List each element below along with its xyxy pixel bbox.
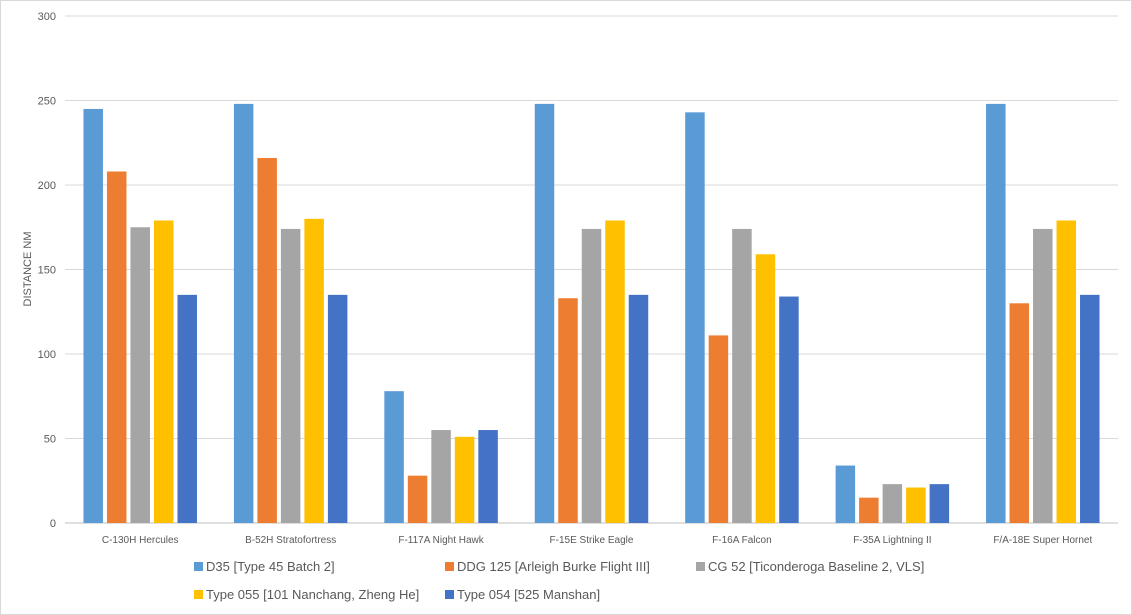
y-tick-label: 0 bbox=[50, 518, 56, 530]
bar bbox=[280, 228, 301, 523]
bar bbox=[534, 103, 555, 523]
bar bbox=[558, 298, 578, 523]
x-tick-label: C-130H Hercules bbox=[102, 535, 179, 546]
x-tick-label: F-16A Falcon bbox=[712, 535, 771, 546]
bar bbox=[177, 294, 197, 523]
legend-swatch bbox=[445, 590, 454, 599]
bar bbox=[986, 103, 1006, 523]
bar bbox=[685, 112, 705, 523]
bar bbox=[327, 294, 348, 523]
bar bbox=[859, 497, 879, 523]
bar bbox=[153, 220, 174, 524]
legend-label: D35 [Type 45 Batch 2] bbox=[206, 559, 335, 574]
legend-swatch bbox=[445, 562, 454, 571]
legend-swatch bbox=[194, 590, 203, 599]
bar bbox=[106, 171, 127, 524]
bar bbox=[708, 335, 729, 523]
bar bbox=[83, 108, 103, 523]
bar bbox=[929, 484, 950, 523]
bar bbox=[384, 391, 404, 523]
bar bbox=[431, 430, 451, 523]
legend-label: CG 52 [Ticonderoga Baseline 2, VLS] bbox=[708, 559, 924, 574]
bar bbox=[233, 103, 254, 523]
bar bbox=[755, 254, 776, 524]
bar bbox=[581, 228, 602, 523]
bar bbox=[732, 228, 752, 523]
bar bbox=[454, 436, 475, 523]
bar bbox=[605, 220, 625, 524]
bar bbox=[882, 484, 903, 523]
y-tick-label: 200 bbox=[38, 180, 56, 192]
y-tick-label: 250 bbox=[38, 96, 56, 108]
bar bbox=[1033, 228, 1053, 523]
y-tick-label: 150 bbox=[38, 265, 56, 277]
bar bbox=[304, 218, 324, 524]
legend-label: Type 054 [525 Manshan] bbox=[457, 587, 600, 602]
bar bbox=[628, 294, 649, 523]
bar bbox=[1056, 220, 1077, 524]
legend-label: DDG 125 [Arleigh Burke Flight III] bbox=[457, 559, 650, 574]
legend-swatch bbox=[194, 562, 203, 571]
bar bbox=[1080, 294, 1100, 523]
bar bbox=[130, 227, 150, 523]
y-axis-title: DISTANCE NM bbox=[22, 232, 34, 307]
legend-label: Type 055 [101 Nanchang, Zheng He] bbox=[206, 587, 419, 602]
legend-swatch bbox=[696, 562, 705, 571]
x-tick-label: F-35A Lightning II bbox=[853, 535, 931, 546]
bar bbox=[407, 475, 428, 523]
bar bbox=[1009, 303, 1030, 523]
y-tick-label: 100 bbox=[38, 349, 56, 361]
y-tick-label: 50 bbox=[44, 434, 56, 446]
x-tick-label: F/A-18E Super Hornet bbox=[993, 535, 1092, 546]
bar bbox=[478, 430, 498, 523]
bar bbox=[906, 487, 926, 523]
x-tick-label: F-15E Strike Eagle bbox=[550, 535, 634, 546]
x-tick-label: F-117A Night Hawk bbox=[398, 535, 484, 546]
bar bbox=[257, 157, 277, 523]
y-tick-label: 300 bbox=[38, 11, 56, 23]
bar bbox=[779, 296, 799, 523]
bar bbox=[835, 465, 856, 523]
x-tick-label: B-52H Stratofortress bbox=[245, 535, 336, 546]
